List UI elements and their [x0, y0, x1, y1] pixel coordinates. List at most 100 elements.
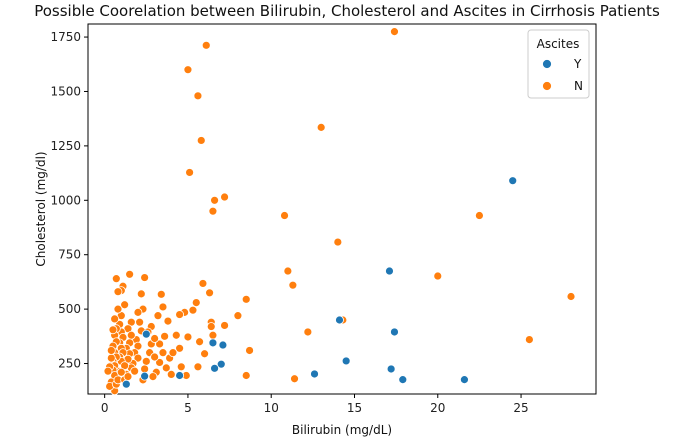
y-tick-label: 750: [58, 248, 81, 262]
data-point-n: [106, 346, 116, 355]
data-point-n: [208, 206, 218, 216]
data-point-n: [283, 266, 293, 276]
y-axis: 250 500 750 1000 1250 1500 1750: [50, 30, 88, 371]
data-point-y: [341, 356, 351, 366]
data-point-n: [175, 310, 185, 319]
data-point-n: [110, 314, 120, 324]
data-point-y: [398, 375, 408, 385]
y-tick-label: 250: [58, 357, 81, 371]
data-point-n: [241, 294, 251, 304]
data-point-n: [133, 307, 143, 317]
data-point-n: [316, 122, 326, 132]
data-point-n: [160, 331, 170, 341]
data-point-n: [390, 27, 399, 37]
data-point-n: [106, 353, 116, 363]
data-point-y: [210, 363, 219, 373]
data-point-y: [121, 379, 131, 389]
data-point-n: [303, 327, 313, 337]
data-point-n: [290, 374, 299, 384]
data-point-n: [140, 273, 150, 282]
legend-marker-y: [542, 59, 552, 69]
data-point-y: [390, 327, 399, 337]
data-point-n: [566, 292, 576, 301]
data-point-n: [150, 334, 160, 343]
data-point-n: [205, 288, 214, 298]
data-point-y: [141, 329, 151, 339]
data-point-n: [433, 271, 443, 281]
data-point-n: [168, 348, 178, 358]
data-point-n: [166, 370, 176, 379]
y-tick-label: 1750: [50, 30, 81, 44]
data-point-n: [201, 40, 211, 50]
data-point-y: [140, 371, 150, 381]
data-point-n: [191, 298, 201, 307]
data-point-n: [288, 280, 298, 290]
data-point-n: [120, 300, 130, 310]
data-point-n: [208, 330, 218, 340]
legend-title: Ascites: [537, 37, 580, 51]
data-point-n: [123, 372, 133, 381]
data-point-n: [136, 289, 146, 299]
y-tick-label: 1500: [50, 84, 81, 98]
y-axis-label: Cholesterol (mg/dl): [34, 151, 48, 266]
data-point-y: [208, 338, 218, 348]
data-point-n: [183, 332, 193, 342]
plot-area: [87, 23, 597, 395]
data-point-n: [153, 311, 163, 321]
data-point-y: [218, 340, 228, 350]
data-point-y: [216, 359, 226, 369]
x-tick-label: 20: [430, 401, 445, 415]
data-point-n: [333, 237, 343, 247]
data-point-n: [155, 358, 165, 367]
data-point-n: [125, 269, 135, 279]
data-point-n: [126, 330, 136, 340]
data-point-n: [200, 349, 209, 359]
data-point-n: [111, 274, 121, 284]
y-tick-label: 1250: [50, 139, 81, 153]
data-point-n: [108, 325, 118, 335]
data-point-n: [135, 317, 145, 327]
data-point-n: [196, 136, 206, 145]
data-point-n: [175, 343, 185, 353]
data-point-y: [386, 364, 396, 374]
legend-items: YN: [542, 57, 583, 93]
data-point-n: [220, 321, 229, 330]
data-point-n: [220, 192, 229, 202]
data-point-n: [233, 311, 243, 321]
data-point-n: [241, 371, 251, 380]
data-point-n: [150, 352, 160, 362]
data-point-n: [475, 211, 484, 220]
legend: Ascites YN: [527, 29, 590, 99]
data-point-n: [188, 305, 198, 315]
data-point-n: [185, 168, 195, 177]
data-point-y: [460, 375, 469, 385]
data-point-y: [310, 369, 319, 379]
data-point-n: [163, 316, 173, 326]
data-point-n: [158, 302, 168, 312]
chart-title: Possible Coorelation between Bilirubin, …: [34, 2, 660, 20]
data-point-n: [113, 304, 123, 314]
data-point-y: [508, 176, 518, 186]
data-point-n: [193, 362, 203, 372]
x-tick-label: 0: [101, 401, 109, 415]
data-point-y: [385, 266, 394, 276]
data-point-n: [206, 322, 216, 331]
data-point-n: [148, 372, 158, 381]
legend-box: [527, 29, 590, 99]
data-point-y: [175, 371, 185, 380]
x-axis-label: Bilirubin (mg/dL): [292, 423, 392, 437]
data-point-n: [161, 363, 171, 373]
data-point-n: [193, 91, 203, 101]
x-tick-label: 5: [184, 401, 192, 415]
data-point-n: [183, 65, 193, 75]
data-point-n: [171, 330, 181, 340]
y-tick-label: 500: [58, 302, 81, 316]
data-point-n: [195, 337, 204, 347]
data-point-n: [113, 287, 123, 297]
legend-marker-n: [542, 81, 552, 91]
x-tick-label: 15: [347, 401, 362, 415]
data-points: [103, 27, 576, 396]
x-tick-label: 25: [513, 401, 528, 415]
